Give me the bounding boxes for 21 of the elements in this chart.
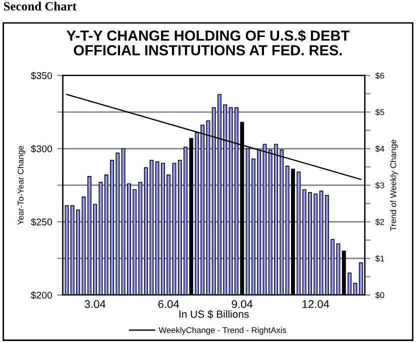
y2-tick-label: $2	[375, 218, 384, 226]
x-tick-label: 3.04	[84, 300, 106, 308]
x-tick-label: 9.04	[232, 300, 253, 308]
x-tick-label: 12.04	[302, 300, 330, 308]
y2-tick-label: $4	[375, 145, 384, 152]
x-tick-label: 6.04	[158, 300, 180, 308]
y-tick-label: $300	[30, 144, 52, 153]
y-tick-label: $200	[30, 291, 52, 300]
chart-title: Y-T-Y CHANGE HOLDING OF U.S.$ DEBT OFFICIAL INSTITUTIONS AT FED. RES.	[66, 30, 350, 56]
y2-tick-label: $0	[375, 292, 384, 299]
y2-tick-label: $5	[375, 108, 384, 116]
y2-axis-title: Trend of Weekly Change	[390, 140, 398, 231]
y2-tick-label: $1	[375, 255, 384, 262]
text: Second Chart	[4, 2, 77, 11]
y2-tick-label: $6	[375, 72, 384, 80]
y2-tick-label: $3	[375, 182, 384, 189]
legend-label: WeeklyChange - Trend - RightAxis	[158, 326, 286, 335]
x-axis-title: In US $ Billions	[179, 310, 249, 318]
y-axis-title: Year-To-Year Change	[17, 146, 26, 225]
y-tick-label: $350	[30, 72, 52, 80]
y-tick-label: $250	[30, 218, 52, 226]
